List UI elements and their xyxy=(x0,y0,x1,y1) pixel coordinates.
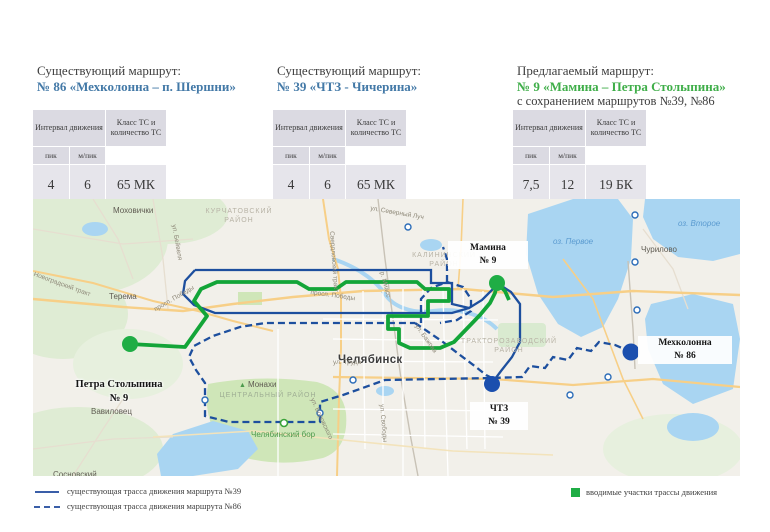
map-label-terema: Терема xyxy=(109,292,137,301)
marker-label-petra-stolypina: Петра Столыпина № 9 xyxy=(75,379,163,405)
route-heading: Существующий маршрут: xyxy=(277,63,422,78)
marker-mamina xyxy=(489,275,505,291)
map-label-mokhovichki: Моховички xyxy=(113,206,154,215)
value-offpeak: 6 xyxy=(310,165,345,205)
route-block-39: Существующий маршрут: № 39 «ЧТЗ - Чичери… xyxy=(277,63,522,94)
route-note: с сохранением маршрутов №39, №86 xyxy=(517,94,715,108)
route-block-86: Существующий маршрут: № 86 «Мехколонна –… xyxy=(37,63,282,94)
tree-icon: ▲ xyxy=(239,382,246,389)
map-label-traktorozavodsky: ТРАКТОРОЗАВОДСКИЙ РАЙОН xyxy=(460,338,558,355)
route-39-solid-line xyxy=(181,268,522,384)
map-roads-layer xyxy=(33,199,740,476)
map-label-truda: ул. Труда xyxy=(333,359,362,366)
marker-mekholonna xyxy=(622,343,640,361)
col-peak: пик xyxy=(273,147,309,164)
legend-route-86: существующая трасса движения маршрута №8… xyxy=(67,501,242,511)
col-peak: пик xyxy=(33,147,69,164)
route-name: № 39 «ЧТЗ - Чичерина» xyxy=(277,78,418,94)
marker-label-mamina: Мамина № 9 xyxy=(448,241,528,269)
value-peak: 4 xyxy=(273,165,309,205)
legend-new-segments: вводимые участки трассы движения xyxy=(586,487,718,497)
value-vehicles: 19 БК xyxy=(586,165,646,205)
route-endpoint-markers xyxy=(122,275,640,392)
map-label-oz-pervoe: оз. Первое xyxy=(553,237,594,246)
route-name: № 86 «Мехколонна – п. Шершни» xyxy=(37,78,236,94)
marker-label-mekholonna: Мехколонна № 86 xyxy=(638,336,732,364)
map-label-chelyabinsk: Челябинск xyxy=(338,354,403,366)
route-name: № 9 «Мамина – Петра Столыпина» xyxy=(517,78,726,94)
col-vehicle-class: Класс ТС и количество ТС xyxy=(346,110,406,146)
marker-label-chtz: ЧТЗ № 39 xyxy=(470,402,528,430)
transit-stop-icons xyxy=(201,211,641,417)
park-stop-icon xyxy=(279,418,289,428)
map-label-monakhi: Монахи xyxy=(247,380,277,389)
col-interval: Интервал движения xyxy=(513,110,585,146)
col-offpeak: м/пик xyxy=(70,147,105,164)
col-peak: пик xyxy=(513,147,549,164)
col-interval: Интервал движения xyxy=(273,110,345,146)
col-offpeak: м/пик xyxy=(550,147,585,164)
route-table-39: Интервал движения Класс ТС и количество … xyxy=(273,110,406,217)
route-block-9-proposed: Предлагаемый маршрут: № 9 «Мамина – Петр… xyxy=(517,63,762,110)
map-label-churilovo: Чурилово xyxy=(641,245,677,254)
legend-green-square-swatch xyxy=(571,488,580,497)
map-label-vavilovets: Вавиловец xyxy=(91,407,132,416)
value-offpeak: 12 xyxy=(550,165,585,205)
col-interval: Интервал движения xyxy=(33,110,105,146)
map-label-kalininsky: КАЛИНИНСКИЙ РАЙОН xyxy=(412,252,476,269)
route-heading: Предлагаемый маршрут: xyxy=(517,63,654,78)
col-vehicle-class: Класс ТС и количество ТС xyxy=(106,110,166,146)
city-map: Моховички КУРЧАТОВСКИЙ РАЙОН ул. Северны… xyxy=(33,199,740,476)
route-86-dashed-line xyxy=(187,246,632,424)
legend-dashed-line-swatch xyxy=(34,506,60,508)
col-offpeak: м/пик xyxy=(310,147,345,164)
value-peak: 7,5 xyxy=(513,165,549,205)
map-label-chel-bor: Челябинский бор xyxy=(251,430,316,439)
route-heading: Существующий маршрут: xyxy=(37,63,182,78)
marker-chtz xyxy=(484,376,500,392)
legend-route-39: существующая трасса движения маршрута №3… xyxy=(67,486,242,496)
map-label-sosnovsky: Сосновский xyxy=(53,470,97,476)
legend-solid-line-swatch xyxy=(35,491,59,493)
marker-petra-stolypina xyxy=(122,336,138,352)
value-vehicles: 65 МК xyxy=(346,165,406,205)
map-label-tsentralny: ЦЕНТРАЛЬНЫЙ РАЙОН xyxy=(219,392,317,399)
map-label-oz-vtoroe: оз. Второе xyxy=(678,219,721,228)
map-label-kurchatovsky: КУРЧАТОВСКИЙ РАЙОН xyxy=(205,208,273,225)
col-vehicle-class: Класс ТС и количество ТС xyxy=(586,110,646,146)
